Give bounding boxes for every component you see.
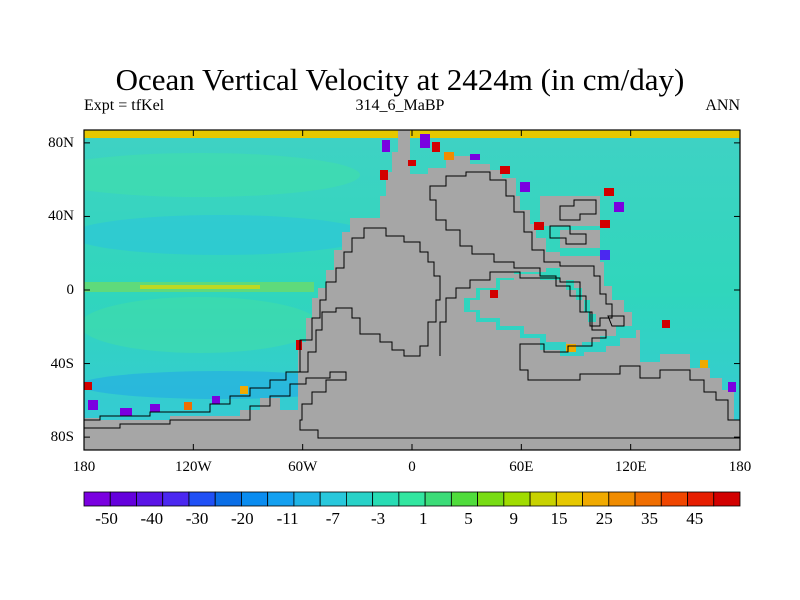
lon-tick-label: 180 xyxy=(728,459,752,475)
colorbar-swatch xyxy=(241,491,269,507)
lon-tick-label: 60E xyxy=(509,459,534,475)
equatorial-band xyxy=(140,285,260,289)
colorbar-swatch xyxy=(293,491,321,507)
lat-tick-label: 80S xyxy=(50,429,74,446)
colorbar-swatch xyxy=(109,491,137,507)
colorbar xyxy=(83,491,741,507)
lon-tick-label: 120W xyxy=(174,459,212,475)
colorbar-label: -50 xyxy=(95,509,118,528)
lat-tick-label: 80N xyxy=(48,134,74,151)
colorbar-label: -40 xyxy=(140,509,164,528)
colorbar-label: -11 xyxy=(276,509,299,528)
lat-tick-label: 40S xyxy=(50,355,74,372)
colorbar-label: -7 xyxy=(325,509,340,528)
lon-tick-label: 180 xyxy=(72,459,96,475)
colorbar-swatch xyxy=(477,491,505,507)
map-title: Ocean Vertical Velocity at 2424m (in cm/… xyxy=(115,62,685,97)
experiment-label: Expt = tfKel xyxy=(84,97,165,114)
colorbar-swatch xyxy=(713,491,741,507)
colorbar-swatch xyxy=(398,491,426,507)
colorbar-swatch xyxy=(608,491,636,507)
ocean-band xyxy=(84,297,320,353)
lon-tick-label: 0 xyxy=(408,459,416,475)
colorbar-swatch xyxy=(424,491,452,507)
colorbar-swatch xyxy=(555,491,583,507)
colorbar-swatch xyxy=(450,491,478,507)
colorbar-swatch xyxy=(319,491,347,507)
colorbar-label: -3 xyxy=(370,509,386,528)
colorbar-label: 5 xyxy=(464,509,473,528)
land-mass xyxy=(84,398,740,450)
colorbar-swatch xyxy=(136,491,164,507)
colorbar-swatch xyxy=(267,491,295,507)
ocean-band xyxy=(84,153,360,197)
colorbar-swatch xyxy=(345,491,374,507)
colorbar-swatch xyxy=(188,491,216,507)
lon-tick-label: 60W xyxy=(288,459,318,475)
coastal-extremes xyxy=(84,134,736,416)
season-label: ANN xyxy=(705,97,740,114)
lat-tick-label: 40N xyxy=(48,208,74,225)
ocean-band xyxy=(84,371,360,399)
land-mass xyxy=(298,150,734,450)
axis-ticks xyxy=(83,130,741,450)
colorbar-swatch xyxy=(634,491,662,507)
ocean-band xyxy=(84,215,370,255)
lat-tick-label: 0 xyxy=(66,282,75,298)
colorbar-label: -30 xyxy=(185,509,209,528)
colorbar-swatch xyxy=(162,491,190,507)
colorbar-label: 35 xyxy=(641,509,659,528)
period-label: 314_6_MaBP xyxy=(355,97,445,114)
colorbar-swatch xyxy=(582,491,610,507)
colorbar-swatch xyxy=(660,491,688,507)
colorbar-swatch xyxy=(687,491,715,507)
land-mass xyxy=(540,196,600,226)
colorbar-swatch xyxy=(503,491,531,507)
colorbar-swatch xyxy=(214,491,242,507)
colorbar-swatch xyxy=(372,491,400,507)
colorbar-label: 9 xyxy=(509,509,519,528)
colorbar-label: -20 xyxy=(231,509,254,528)
colorbar-label: 15 xyxy=(550,509,568,528)
map-field xyxy=(84,130,740,450)
land-mass xyxy=(398,130,410,174)
colorbar-label: 25 xyxy=(595,509,613,528)
colorbar-swatch xyxy=(83,491,111,507)
lon-tick-label: 120E xyxy=(614,459,647,475)
colorbar-label: 1 xyxy=(419,509,428,528)
coastlines xyxy=(84,171,740,439)
colorbar-label: 45 xyxy=(686,509,704,528)
colorbar-swatch xyxy=(529,491,557,507)
